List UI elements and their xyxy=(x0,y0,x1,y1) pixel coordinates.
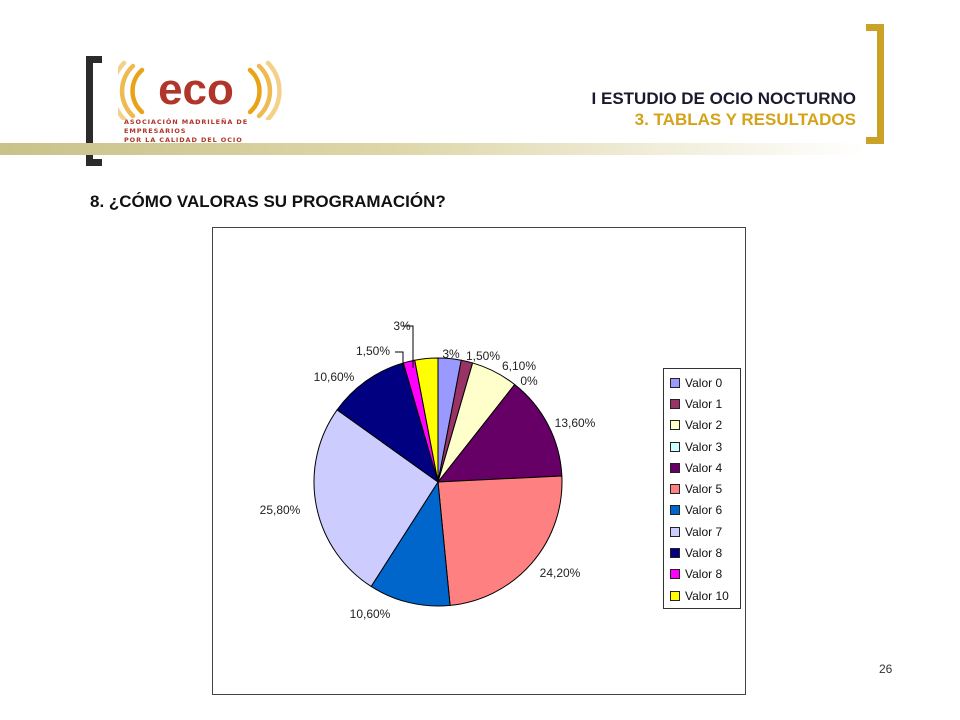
legend-swatch xyxy=(670,398,680,409)
data-label-4: 0% xyxy=(520,374,538,388)
legend-label: Valor 0 xyxy=(685,375,723,390)
logo-tagline-line2: POR LA CALIDAD DEL OCIO xyxy=(124,136,243,144)
data-label-6: 24,20% xyxy=(540,566,581,580)
legend-label: Valor 7 xyxy=(685,524,723,539)
data-label-8: 25,80% xyxy=(260,503,301,517)
legend-swatch xyxy=(670,569,680,580)
legend-swatch xyxy=(670,441,680,452)
right-bracket-decoration xyxy=(866,24,884,144)
legend-item-9: Valor 8 xyxy=(670,542,740,563)
legend-swatch xyxy=(670,526,680,537)
header-gold-bar xyxy=(0,143,866,155)
logo-tagline-line1: ASOCIACIÓN MADRILEÑA DE EMPRESARIOS xyxy=(124,118,249,135)
legend-item-7: Valor 6 xyxy=(670,500,740,521)
pie-slice-6 xyxy=(437,475,563,606)
legend-item-11: Valor 10 xyxy=(670,585,740,606)
pie-slice-9 xyxy=(336,362,439,484)
pie-slice-5 xyxy=(436,383,563,483)
legend-item-3: Valor 2 xyxy=(670,415,740,436)
data-label-10: 1,50% xyxy=(356,344,390,358)
legend-item-8: Valor 7 xyxy=(670,521,740,542)
header-title-block: I ESTUDIO DE OCIO NOCTURNO 3. TABLAS Y R… xyxy=(592,88,856,130)
legend-swatch xyxy=(670,377,680,388)
study-title: I ESTUDIO DE OCIO NOCTURNO xyxy=(591,89,856,108)
section-subtitle: 3. TABLAS Y RESULTADOS xyxy=(634,110,856,129)
legend-label: Valor 1 xyxy=(685,396,723,411)
data-label-1: 3% xyxy=(442,347,460,361)
pie-chart-frame: 3% 1,50% 6,10% 0% 13,60% 24,20% 10,60% 25,80% 10… xyxy=(212,227,746,695)
legend-label: Valor 5 xyxy=(685,482,723,497)
data-label-11: 3% xyxy=(393,319,411,333)
legend-label: Valor 8 xyxy=(685,546,723,561)
legend-item-2: Valor 1 xyxy=(670,393,740,414)
pie-slice-11 xyxy=(414,357,439,483)
pie-chart: 3% 1,50%6,10%0%13,60%24,20%10,60%25,80%10… xyxy=(260,319,596,621)
logo-tagline: ASOCIACIÓN MADRILEÑA DE EMPRESARIOS POR … xyxy=(124,118,294,145)
legend-label: Valor 6 xyxy=(685,503,723,518)
leader-line-2 xyxy=(395,351,404,370)
svg-text:eco: eco xyxy=(158,65,234,114)
pie-slice-8 xyxy=(313,409,439,588)
leader-line-1 xyxy=(402,325,414,368)
legend-label: Valor 8 xyxy=(685,567,723,582)
pie-slice-7 xyxy=(370,480,451,607)
legend-swatch xyxy=(670,548,680,559)
data-label-2: 1,50% xyxy=(466,349,500,363)
legend-item-5: Valor 4 xyxy=(670,457,740,478)
legend-swatch xyxy=(670,484,680,495)
legend-label: Valor 2 xyxy=(685,418,723,433)
data-label-3: 6,10% xyxy=(502,359,536,373)
legend-swatch xyxy=(670,505,680,516)
legend-item-4: Valor 3 xyxy=(670,436,740,457)
legend-swatch xyxy=(670,590,680,601)
page-number: 26 xyxy=(879,662,893,676)
data-label-5: 13,60% xyxy=(555,416,596,430)
data-label-9: 10,60% xyxy=(314,370,355,384)
legend-swatch xyxy=(670,420,680,431)
legend-label: Valor 3 xyxy=(685,439,723,454)
legend-swatch xyxy=(670,462,680,473)
data-label-7: 10,60% xyxy=(350,607,391,621)
legend-item-6: Valor 5 xyxy=(670,478,740,499)
legend-label: Valor 4 xyxy=(685,460,723,475)
legend-item-1: Valor 0 xyxy=(670,372,740,393)
chart-legend: Valor 0 Valor 1 Valor 2 Valor 3 Valor 4 Valor… xyxy=(663,368,741,610)
eco-logo-graphic: eco xyxy=(110,60,282,122)
left-bracket-decoration xyxy=(86,56,102,166)
legend-label: Valor 10 xyxy=(685,588,729,603)
legend-item-10: Valor 8 xyxy=(670,564,740,585)
question-heading: 8. ¿CÓMO VALORAS SU PROGRAMACIÓN? xyxy=(90,192,446,211)
